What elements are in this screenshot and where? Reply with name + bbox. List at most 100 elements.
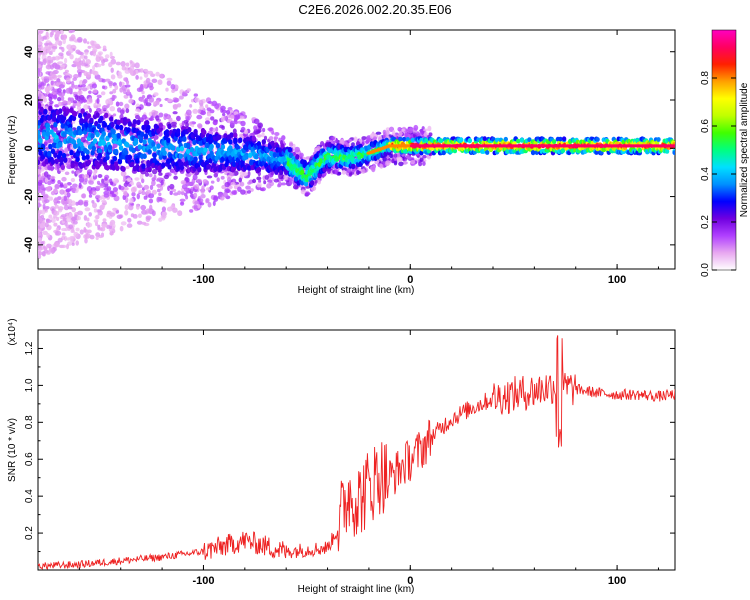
heatmap-cell <box>95 236 99 240</box>
heatmap-cell <box>114 148 119 155</box>
heatmap-cell <box>67 199 73 204</box>
heatmap-cell <box>58 142 63 148</box>
heatmap-cell <box>366 137 371 141</box>
heatmap-cell <box>57 74 62 78</box>
heatmap-cell <box>45 250 51 255</box>
heatmap-cell <box>136 193 140 200</box>
heatmap-xtick-label: -100 <box>192 274 214 286</box>
heatmap-cell <box>130 161 135 168</box>
heatmap-cell <box>42 59 47 65</box>
heatmap-cell <box>45 31 49 38</box>
heatmap-cell <box>118 101 124 107</box>
heatmap-cell <box>205 104 209 109</box>
heatmap-cell <box>60 164 65 171</box>
heatmap-cell <box>73 143 78 149</box>
heatmap-cell <box>156 196 161 203</box>
heatmap-cell <box>145 208 152 214</box>
heatmap-cell <box>57 23 61 28</box>
heatmap-cell <box>69 54 74 60</box>
heatmap-cell <box>192 174 198 181</box>
heatmap-cell <box>65 77 71 84</box>
heatmap-cell <box>637 148 642 154</box>
heatmap-cell <box>40 22 44 27</box>
heatmap-cell <box>131 147 136 154</box>
heatmap-cell <box>68 48 74 54</box>
heatmap-cell <box>110 55 115 60</box>
heatmap-cell <box>153 92 159 97</box>
heatmap-cell <box>147 149 152 155</box>
heatmap-cell <box>128 204 134 211</box>
heatmap-cell <box>121 166 126 172</box>
heatmap-cell <box>38 36 41 40</box>
heatmap-cell <box>145 102 152 107</box>
colorbar-gradient <box>711 29 737 271</box>
heatmap-cell <box>96 107 102 112</box>
heatmap-cell <box>38 221 40 226</box>
heatmap-cell <box>155 71 160 77</box>
heatmap-cell <box>42 35 47 40</box>
heatmap-cell <box>38 41 43 46</box>
heatmap-cell <box>55 41 60 45</box>
heatmap-cell <box>396 156 403 162</box>
heatmap-cell <box>92 138 98 144</box>
heatmap-cell <box>227 176 232 183</box>
heatmap-cell <box>38 168 42 175</box>
heatmap-cell <box>37 24 43 28</box>
heatmap-cell <box>180 180 187 185</box>
heatmap-cell <box>163 113 168 117</box>
heatmap-cell <box>95 194 101 199</box>
heatmap-cell <box>123 149 129 156</box>
heatmap-cell <box>116 132 121 139</box>
heatmap-cell <box>413 124 419 131</box>
heatmap-cell <box>143 195 148 200</box>
heatmap-cell <box>38 159 41 166</box>
heatmap-cell <box>58 108 63 114</box>
heatmap-cell <box>92 89 98 94</box>
heatmap-cell <box>50 217 56 224</box>
heatmap-cell <box>109 91 114 95</box>
heatmap-cell <box>278 173 284 180</box>
heatmap-cell <box>183 119 189 124</box>
heatmap-cell <box>482 136 487 142</box>
heatmap-cell <box>83 174 90 180</box>
heatmap-cell <box>48 96 53 102</box>
heatmap-cell <box>176 128 181 134</box>
heatmap-cell <box>93 102 97 109</box>
heatmap-cell <box>43 109 48 115</box>
heatmap-ylabel: Frequency (Hz) <box>7 116 18 185</box>
heatmap-cell <box>55 230 62 236</box>
heatmap-cell <box>84 178 88 183</box>
heatmap-cell <box>370 133 374 139</box>
heatmap-cell <box>262 127 266 133</box>
heatmap-cell <box>49 23 55 27</box>
heatmap-cell <box>372 136 378 141</box>
heatmap-cell <box>109 212 116 217</box>
heatmap-cell <box>341 169 346 175</box>
heatmap-cell <box>199 102 204 107</box>
heatmap-cell <box>48 105 53 112</box>
heatmap-cell <box>49 175 56 180</box>
heatmap-cell <box>79 52 84 56</box>
heatmap-cell <box>86 169 93 175</box>
heatmap-cell <box>74 84 79 90</box>
heatmap-cell <box>123 190 128 196</box>
heatmap-cell <box>73 220 78 225</box>
heatmap-cell <box>194 200 200 205</box>
heatmap-cell <box>110 67 114 73</box>
heatmap-cell <box>266 183 272 189</box>
heatmap-cell <box>233 138 238 145</box>
heatmap-cell <box>560 148 566 154</box>
heatmap-cell <box>191 124 195 128</box>
heatmap-cell <box>304 192 311 196</box>
heatmap-cell <box>119 225 124 232</box>
heatmap-cell <box>182 91 186 96</box>
heatmap-cell <box>234 120 238 125</box>
heatmap-cell <box>127 217 132 223</box>
heatmap-cell <box>40 47 47 52</box>
heatmap-cell <box>229 132 234 138</box>
heatmap-cell <box>63 157 68 163</box>
heatmap-cell <box>202 179 208 184</box>
heatmap-cell <box>57 40 63 46</box>
heatmap-cell <box>148 198 154 204</box>
heatmap-cell <box>214 155 219 162</box>
